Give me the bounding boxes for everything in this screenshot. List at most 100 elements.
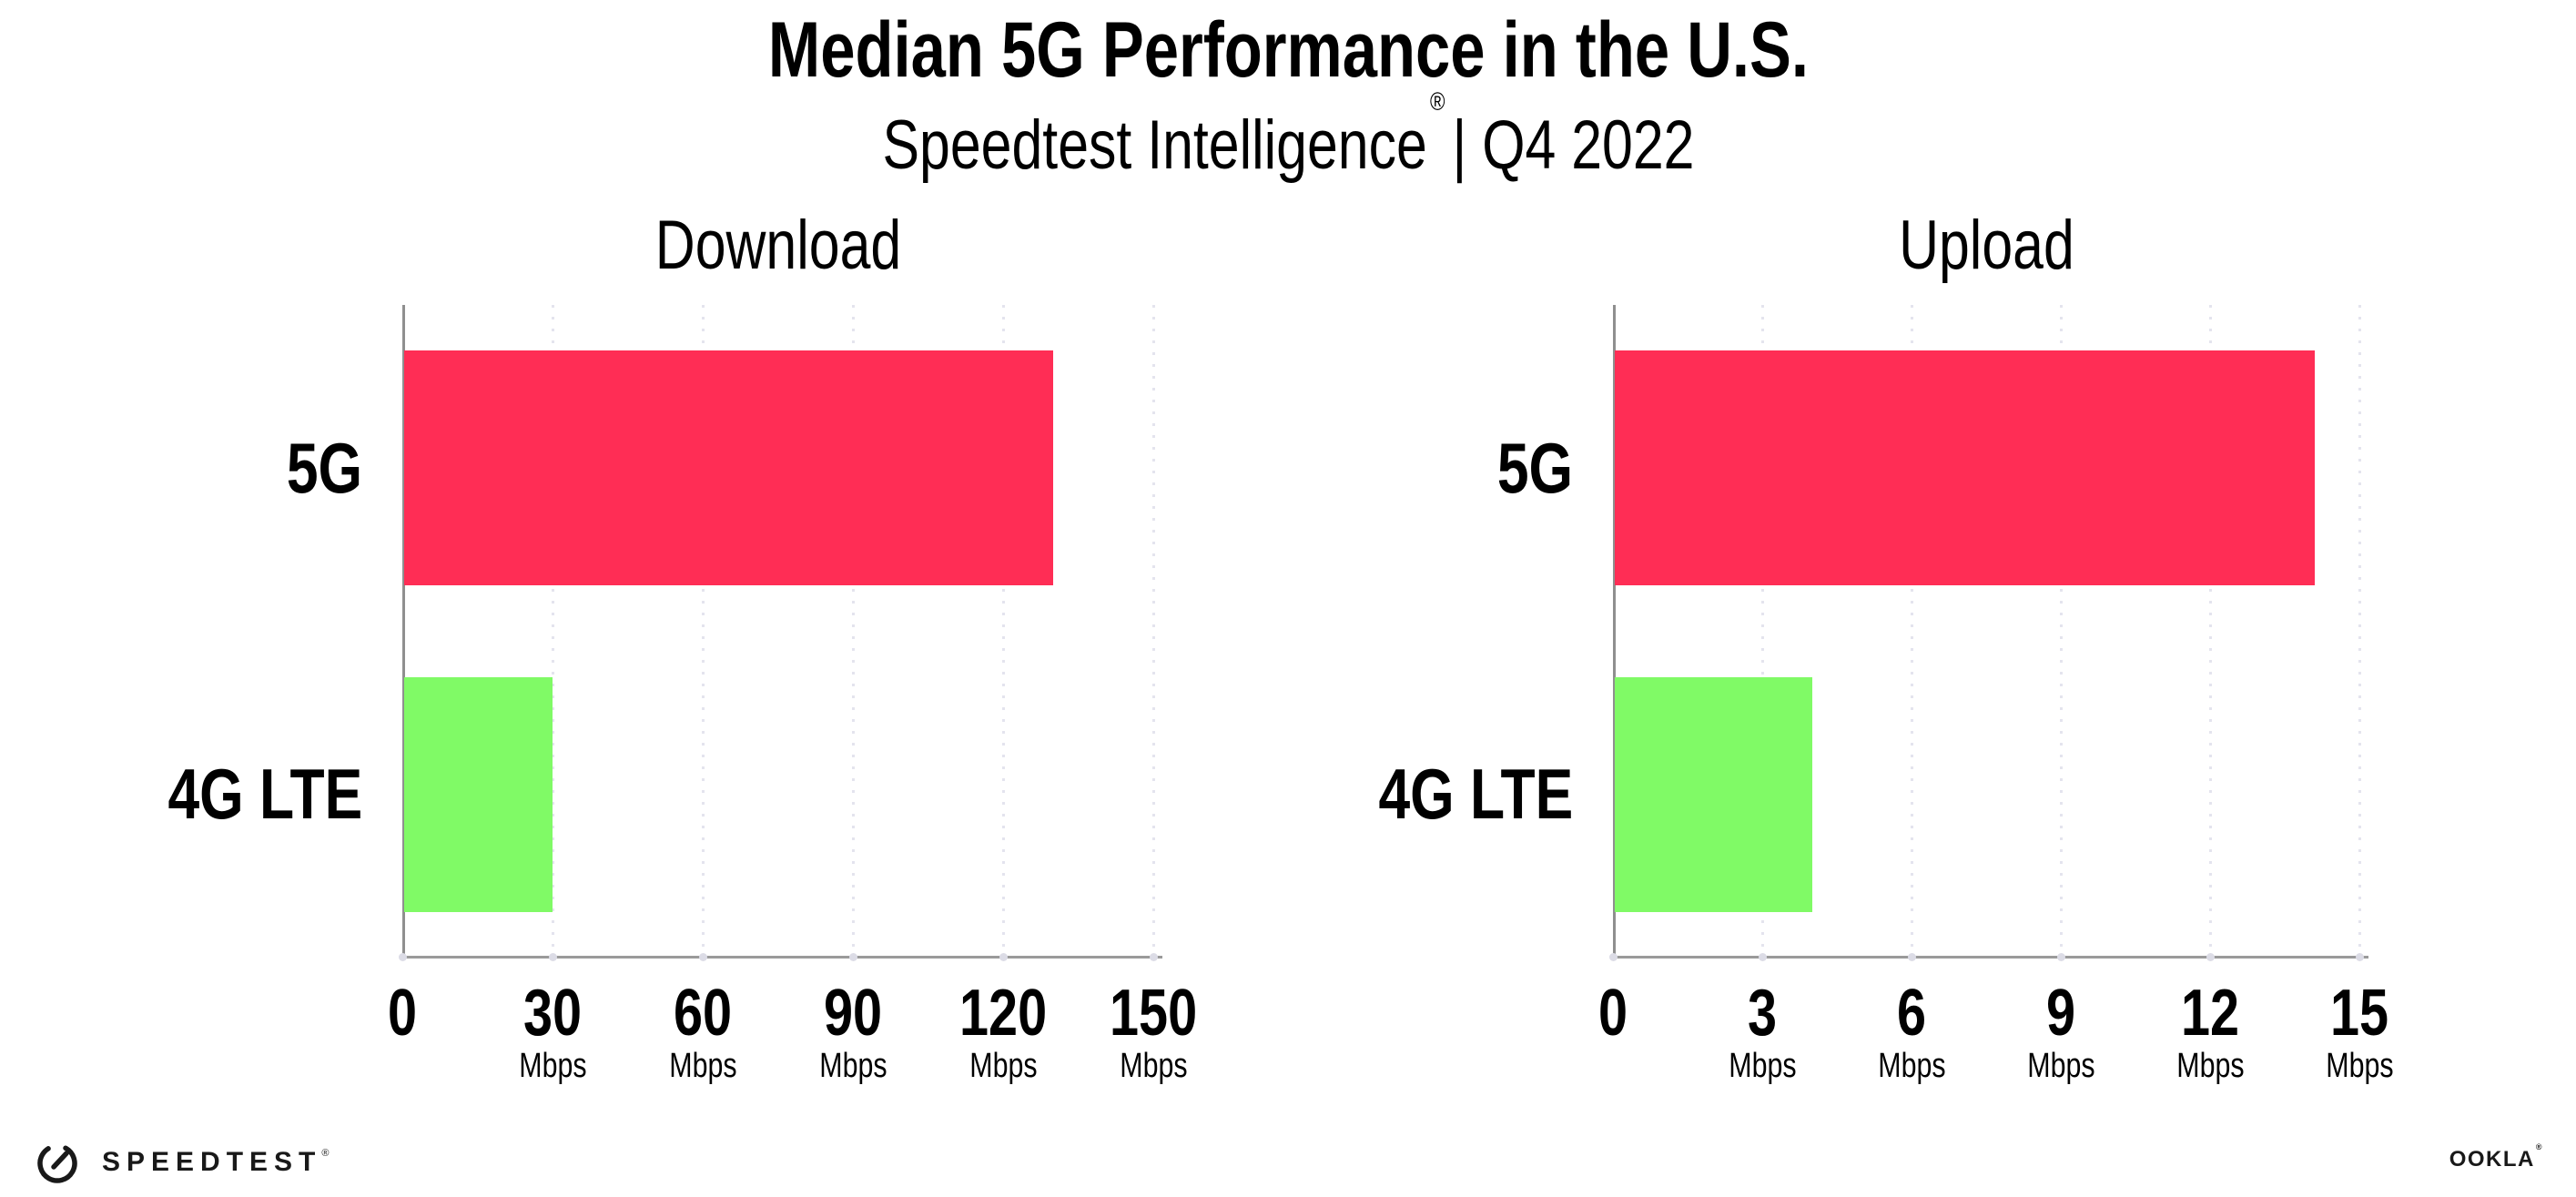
speedtest-wordmark: SPEEDTEST bbox=[102, 1147, 322, 1177]
gridline bbox=[701, 305, 705, 958]
x-tick-label-text: 60 bbox=[673, 977, 733, 1050]
tick-dot bbox=[398, 953, 407, 961]
gridline bbox=[1151, 305, 1155, 958]
x-tick-label-text: 150 bbox=[1109, 977, 1198, 1050]
tick-dot bbox=[698, 953, 707, 961]
tick-dot bbox=[2206, 953, 2215, 961]
x-unit-label: Mbps bbox=[2250, 1047, 2469, 1086]
gridline bbox=[551, 305, 554, 958]
bar-4g-lte bbox=[1615, 676, 1812, 912]
x-tick-label: 6 bbox=[1802, 976, 2021, 1050]
tick-dot bbox=[848, 953, 857, 961]
x-tick-label-text: 15 bbox=[2329, 977, 2389, 1050]
y-axis bbox=[402, 305, 405, 958]
speedtest-logo: SPEEDTEST ® bbox=[35, 1141, 329, 1183]
gridline bbox=[1001, 305, 1005, 958]
x-tick-label: 0 bbox=[293, 976, 512, 1050]
x-tick-label-text: 120 bbox=[958, 977, 1048, 1050]
x-unit-label-text: Mbps bbox=[969, 1047, 1038, 1085]
bar-5g bbox=[1615, 350, 2315, 586]
ookla-logo: OOKLA® bbox=[2449, 1142, 2543, 1172]
x-unit-label-text: Mbps bbox=[2175, 1047, 2245, 1085]
speedtest-registered-mark: ® bbox=[321, 1148, 330, 1159]
page-title: Median 5G Performance in the U.S. bbox=[0, 5, 2576, 96]
x-tick-label-text: 90 bbox=[823, 977, 883, 1050]
x-axis bbox=[1613, 956, 2368, 959]
x-tick-label: 120 bbox=[894, 976, 1112, 1050]
category-label-text: 5G bbox=[286, 427, 362, 508]
category-label: 4G LTE bbox=[0, 677, 362, 912]
gridline bbox=[851, 305, 855, 958]
x-tick-label: 15 bbox=[2250, 976, 2469, 1050]
tick-dot bbox=[1149, 953, 1158, 961]
download-chart-title: Download bbox=[654, 207, 901, 284]
tick-dot bbox=[1758, 953, 1767, 961]
ookla-wordmark: OOKLA bbox=[2449, 1147, 2535, 1172]
x-tick-label-text: 12 bbox=[2180, 977, 2240, 1050]
gridline bbox=[1760, 305, 1764, 958]
x-unit-label: Mbps bbox=[1044, 1047, 1263, 1086]
x-tick-label: 60 bbox=[593, 976, 812, 1050]
x-tick-label: 90 bbox=[744, 976, 962, 1050]
ookla-registered-mark: ® bbox=[2535, 1142, 2543, 1151]
x-tick-label-text: 0 bbox=[387, 977, 418, 1050]
tick-dot bbox=[548, 953, 557, 961]
subtitle-brand: Speedtest Intelligence bbox=[882, 107, 1427, 184]
speedtest-gauge-icon bbox=[37, 1143, 77, 1183]
x-tick-label-text: 3 bbox=[1747, 977, 1778, 1050]
x-tick-label-text: 30 bbox=[522, 977, 583, 1050]
page-title-text: Median 5G Performance in the U.S. bbox=[767, 6, 1809, 94]
x-unit-label-text: Mbps bbox=[818, 1047, 887, 1085]
x-tick-label-text: 0 bbox=[1597, 977, 1628, 1050]
x-tick-label: 0 bbox=[1504, 976, 1722, 1050]
x-tick-label: 30 bbox=[443, 976, 662, 1050]
x-unit-label-text: Mbps bbox=[2325, 1047, 2394, 1085]
x-tick-label: 12 bbox=[2101, 976, 2319, 1050]
subtitle-period: | Q4 2022 bbox=[1452, 107, 1694, 184]
tick-dot bbox=[2056, 953, 2065, 961]
x-tick-label: 9 bbox=[1952, 976, 2170, 1050]
y-axis bbox=[1613, 305, 1616, 958]
tick-dot bbox=[1608, 953, 1618, 961]
x-unit-label: Mbps bbox=[2101, 1047, 2319, 1086]
tick-dot bbox=[2355, 953, 2364, 961]
gridline bbox=[2208, 305, 2212, 958]
x-tick-label: 3 bbox=[1653, 976, 1871, 1050]
page-subtitle-text: Speedtest Intelligence®| Q4 2022 bbox=[882, 87, 1694, 185]
x-unit-label: Mbps bbox=[1802, 1047, 2021, 1086]
x-unit-label-text: Mbps bbox=[518, 1047, 587, 1085]
x-unit-label-text: Mbps bbox=[1119, 1047, 1188, 1085]
gridline bbox=[2358, 305, 2361, 958]
category-label: 5G bbox=[1194, 350, 1573, 585]
category-label-text: 5G bbox=[1496, 427, 1573, 508]
x-tick-label-text: 6 bbox=[1896, 977, 1927, 1050]
category-label-text: 4G LTE bbox=[167, 754, 362, 835]
bar-4g-lte bbox=[404, 676, 553, 912]
upload-chart-title: Upload bbox=[1898, 207, 2074, 284]
tick-dot bbox=[1907, 953, 1916, 961]
x-unit-label: Mbps bbox=[1653, 1047, 1871, 1086]
registered-mark: ® bbox=[1429, 86, 1445, 116]
gridline bbox=[1910, 305, 1913, 958]
x-unit-label: Mbps bbox=[1952, 1047, 2170, 1086]
x-unit-label-text: Mbps bbox=[2026, 1047, 2095, 1085]
x-unit-label-text: Mbps bbox=[1877, 1047, 1946, 1085]
x-unit-label: Mbps bbox=[443, 1047, 662, 1086]
x-tick-label-text: 9 bbox=[2045, 977, 2076, 1050]
category-label: 5G bbox=[0, 350, 362, 585]
x-unit-label: Mbps bbox=[744, 1047, 962, 1086]
x-axis bbox=[402, 956, 1162, 959]
x-tick-label: 150 bbox=[1044, 976, 1263, 1050]
tick-dot bbox=[999, 953, 1008, 961]
gridline bbox=[2059, 305, 2063, 958]
gauge-needle bbox=[51, 1151, 69, 1170]
category-label: 4G LTE bbox=[1194, 677, 1573, 912]
x-unit-label-text: Mbps bbox=[668, 1047, 737, 1085]
category-label-text: 4G LTE bbox=[1378, 754, 1573, 835]
bar-5g bbox=[404, 350, 1053, 586]
x-unit-label: Mbps bbox=[593, 1047, 812, 1086]
page-subtitle: Speedtest Intelligence®| Q4 2022 bbox=[0, 87, 2576, 185]
x-unit-label: Mbps bbox=[894, 1047, 1112, 1086]
x-unit-label-text: Mbps bbox=[1728, 1047, 1797, 1085]
